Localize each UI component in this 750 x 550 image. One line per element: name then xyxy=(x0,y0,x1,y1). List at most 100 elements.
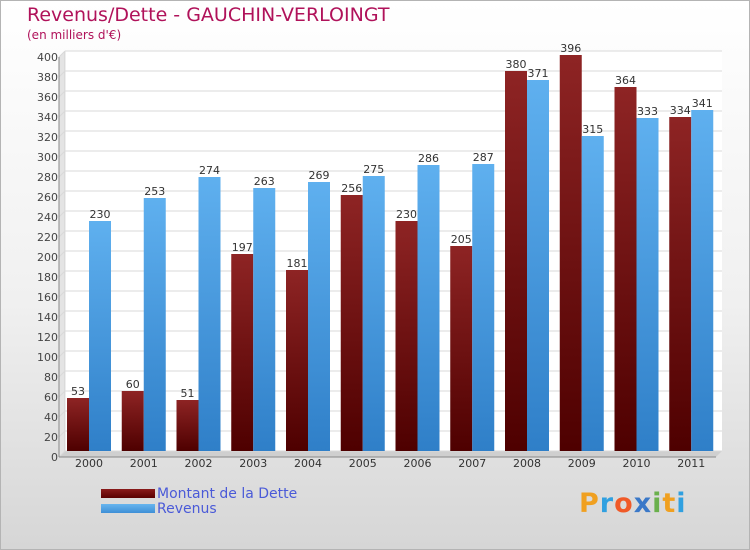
y-tick-label: 320 xyxy=(37,131,58,144)
data-label-revenus-2006: 286 xyxy=(418,152,439,165)
logo-letter: i xyxy=(676,488,687,519)
y-tick-label: 240 xyxy=(37,211,58,224)
gridline-side xyxy=(58,170,66,178)
bar-dette-2004 xyxy=(286,270,308,451)
legend-label-dette: Montant de la Dette xyxy=(157,485,298,502)
y-tick-label: 180 xyxy=(37,271,58,284)
gridline-side xyxy=(58,350,66,358)
bar-dette-2007 xyxy=(450,246,473,451)
data-label-revenus-2005: 275 xyxy=(363,163,384,176)
x-tick-label: 2007 xyxy=(458,457,486,470)
y-tick-label: 80 xyxy=(44,371,58,384)
bar-revenus-2011 xyxy=(691,110,714,451)
x-tick-label: 2006 xyxy=(404,457,432,470)
legend-label-revenus: Revenus xyxy=(157,500,217,517)
bar-dette-2006 xyxy=(395,221,418,451)
bar-revenus-2003 xyxy=(253,188,276,451)
bar-dette-2011 xyxy=(669,117,692,451)
gridline-side xyxy=(58,370,66,378)
y-tick-label: 100 xyxy=(37,351,58,364)
data-label-dette-2006: 230 xyxy=(396,208,417,221)
data-label-dette-2003: 197 xyxy=(232,241,253,254)
legend-swatch-revenus xyxy=(101,504,155,513)
legend-swatch-dette xyxy=(101,489,155,498)
data-label-revenus-2004: 269 xyxy=(309,169,330,182)
bar-revenus-2004 xyxy=(308,182,330,451)
bar-dette-2010 xyxy=(614,87,637,451)
gridline-side xyxy=(58,310,66,318)
data-label-dette-2009: 396 xyxy=(560,42,581,55)
logo-letter: o xyxy=(614,488,634,519)
bar-dette-2003 xyxy=(231,254,254,451)
data-label-dette-2010: 364 xyxy=(615,74,636,87)
y-tick-label: 360 xyxy=(37,91,58,104)
legend: Montant de la Dette Revenus xyxy=(101,485,298,517)
bar-revenus-2008 xyxy=(527,80,549,451)
gridline-side xyxy=(58,150,66,158)
y-tick-label: 20 xyxy=(44,431,58,444)
proxiti-logo: Proxiti xyxy=(579,488,687,519)
gridline-side xyxy=(58,130,66,138)
gridline-side xyxy=(58,250,66,258)
data-label-dette-2000: 53 xyxy=(71,385,85,398)
gridline-side xyxy=(58,390,66,398)
bar-revenus-2000 xyxy=(89,221,111,451)
bar-revenus-2009 xyxy=(581,136,604,451)
x-tick-label: 2009 xyxy=(568,457,596,470)
x-tick-label: 2008 xyxy=(513,457,541,470)
plot-floor xyxy=(59,451,722,457)
y-tick-label: 260 xyxy=(37,191,58,204)
gridline-side xyxy=(58,270,66,278)
gridline-side xyxy=(58,110,66,118)
logo-letter: t xyxy=(662,488,677,519)
x-tick-label: 2000 xyxy=(75,457,103,470)
logo-letter: r xyxy=(599,488,615,519)
gridline-side xyxy=(58,230,66,238)
y-tick-label: 60 xyxy=(44,391,58,404)
x-tick-label: 2011 xyxy=(677,457,705,470)
bar-dette-2000 xyxy=(67,398,89,451)
gridline-side xyxy=(58,410,66,418)
data-label-revenus-2001: 253 xyxy=(144,185,165,198)
gridline-side xyxy=(58,430,66,438)
data-label-dette-2002: 51 xyxy=(181,387,195,400)
y-tick-label: 280 xyxy=(37,171,58,184)
gridline-side xyxy=(58,190,66,198)
y-tick-label: 200 xyxy=(37,251,58,264)
x-tick-label: 2004 xyxy=(294,457,322,470)
legend-item-dette: Montant de la Dette xyxy=(101,485,298,502)
data-label-dette-2007: 205 xyxy=(451,233,472,246)
x-tick-label: 2005 xyxy=(349,457,377,470)
y-tick-label: 160 xyxy=(37,291,58,304)
bar-dette-2005 xyxy=(340,195,363,451)
data-label-revenus-2002: 274 xyxy=(199,164,220,177)
data-label-revenus-2008: 371 xyxy=(528,67,549,80)
data-label-dette-2001: 60 xyxy=(126,378,140,391)
y-tick-label: 40 xyxy=(44,411,58,424)
bar-revenus-2005 xyxy=(362,176,385,451)
y-tick-label: 0 xyxy=(51,451,58,464)
x-tick-label: 2001 xyxy=(130,457,158,470)
gridline-side xyxy=(58,210,66,218)
logo-letter: x xyxy=(633,488,653,519)
data-label-dette-2011: 334 xyxy=(670,104,691,117)
data-label-dette-2005: 256 xyxy=(341,182,362,195)
x-tick-label: 2003 xyxy=(239,457,267,470)
bar-dette-2008 xyxy=(505,71,527,451)
x-tick-label: 2010 xyxy=(623,457,651,470)
bar-revenus-2010 xyxy=(636,118,659,451)
data-label-revenus-2009: 315 xyxy=(582,123,603,136)
chart-subtitle: (en milliers d'€) xyxy=(27,28,122,42)
bar-revenus-2007 xyxy=(472,164,495,451)
bar-revenus-2002 xyxy=(198,177,221,451)
bar-revenus-2006 xyxy=(417,165,440,451)
data-label-revenus-2003: 263 xyxy=(254,175,275,188)
data-label-revenus-2010: 333 xyxy=(637,105,658,118)
bar-dette-2002 xyxy=(176,400,199,451)
y-tick-label: 120 xyxy=(37,331,58,344)
bar-dette-2001 xyxy=(121,391,144,451)
gridline-side xyxy=(58,90,66,98)
chart-title: Revenus/Dette - GAUCHIN-VERLOINGT xyxy=(27,4,390,26)
